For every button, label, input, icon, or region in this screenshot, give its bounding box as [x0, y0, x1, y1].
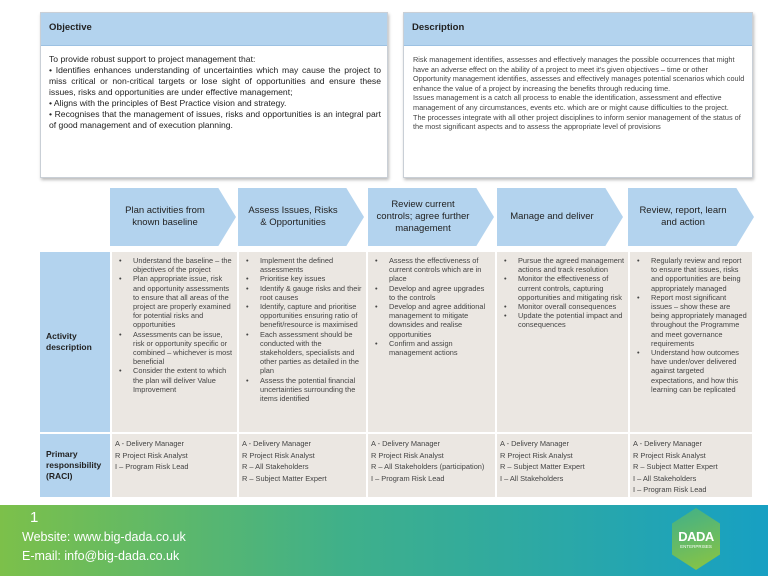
- footer: 1 Website: www.big-dada.co.uk E-mail: in…: [0, 505, 768, 576]
- activity-item: Assess the effectiveness of current cont…: [371, 256, 492, 284]
- website-link[interactable]: Website: www.big-dada.co.uk: [22, 530, 186, 544]
- activity-cell: Regularly review and report to ensure th…: [628, 252, 752, 432]
- stage-chevron: Manage and deliver: [497, 188, 623, 246]
- activity-item: Each assessment should be conducted with…: [242, 330, 363, 376]
- raci-item: R – All Stakeholders: [242, 462, 309, 471]
- raci-cell: A - Delivery Manager R Project Risk Analy…: [495, 434, 628, 497]
- raci-cell: A - Delivery Manager R Project Risk Analy…: [237, 434, 366, 497]
- objective-title: Objective: [41, 13, 387, 46]
- activity-item: Pursue the agreed management actions and…: [500, 256, 625, 274]
- objective-line: • Identifies enhances understanding of u…: [49, 65, 381, 97]
- raci-item: I – Program Risk Lead: [115, 462, 189, 471]
- raci-item: A - Delivery Manager: [115, 439, 185, 448]
- activity-item: Develop and agree upgrades to the contro…: [371, 284, 492, 302]
- activity-cell: Implement the defined assessmentsPriorit…: [237, 252, 366, 432]
- description-line: Opportunity management identifies, asses…: [413, 74, 745, 93]
- activity-item: Understand the baseline – the objectives…: [115, 256, 234, 274]
- description-body: Risk management identifies, assesses and…: [404, 46, 752, 132]
- stage-chevron: Plan activities from known baseline: [110, 188, 236, 246]
- activity-item: Identify, capture and prioritise opportu…: [242, 302, 363, 330]
- stage-chevron: Review current controls; agree further m…: [368, 188, 494, 246]
- activity-item: Assessments can be issue, risk or opport…: [115, 330, 234, 367]
- stage-chevron: Review, report, learn and action: [628, 188, 754, 246]
- raci-item: R Project Risk Analyst: [242, 450, 315, 460]
- raci-item: R – Subject Matter Expert: [633, 462, 718, 471]
- activity-cell: Assess the effectiveness of current cont…: [366, 252, 495, 432]
- raci-item: I – All Stakeholders: [633, 473, 697, 483]
- raci-item: I – Program Risk Lead: [371, 473, 445, 483]
- description-title: Description: [404, 13, 752, 46]
- activity-item: Update the potential impact and conseque…: [500, 311, 625, 329]
- stage-chevron: Assess Issues, Risks & Opportunities: [238, 188, 364, 246]
- raci-item: R Project Risk Analyst: [500, 450, 573, 460]
- objective-body: To provide robust support to project man…: [41, 46, 387, 131]
- objective-line: • Aligns with the principles of Best Pra…: [49, 98, 287, 108]
- dada-logo: DADA ENTERPRISES: [672, 508, 720, 570]
- raci-item: R Project Risk Analyst: [115, 450, 188, 460]
- raci-item: I – Program Risk Lead: [633, 485, 707, 494]
- description-panel: Description Risk management identifies, …: [403, 12, 753, 178]
- raci-item: A - Delivery Manager: [633, 439, 703, 448]
- activity-item: Implement the defined assessments: [242, 256, 363, 274]
- activity-item: Understand how outcomes have under/over …: [633, 348, 749, 394]
- description-line: The processes integrate with all other p…: [413, 112, 741, 132]
- activity-item: Monitor the effectiveness of current con…: [500, 274, 625, 302]
- raci-item: R – Subject Matter Expert: [500, 462, 585, 471]
- raci-item: R Project Risk Analyst: [371, 450, 444, 460]
- objective-line: • Recognises that the management of issu…: [49, 109, 381, 130]
- page-number: 1: [30, 509, 39, 526]
- raci-item: A - Delivery Manager: [242, 439, 312, 448]
- activity-row-label: Activity description: [40, 252, 110, 432]
- raci-cell: A - Delivery Manager R Project Risk Analy…: [628, 434, 752, 497]
- objective-line: To provide robust support to project man…: [49, 54, 256, 64]
- raci-item: I – All Stakeholders: [500, 473, 564, 483]
- activity-item: Consider the extent to which the plan wi…: [115, 366, 234, 394]
- description-line: Risk management identifies, assesses and…: [413, 55, 735, 74]
- raci-item: A - Delivery Manager: [500, 439, 570, 448]
- raci-item: R Project Risk Analyst: [633, 450, 706, 460]
- raci-cell: A - Delivery Manager R Project Risk Analy…: [366, 434, 495, 497]
- raci-row-label: Primary responsibility (RACI): [40, 434, 110, 497]
- activity-cell: Understand the baseline – the objectives…: [110, 252, 237, 432]
- activity-item: Identify & gauge risks and their root ca…: [242, 284, 363, 302]
- objective-panel: Objective To provide robust support to p…: [40, 12, 388, 178]
- activity-item: Develop and agree additional management …: [371, 302, 492, 339]
- activity-item: Report most significant issues – show th…: [633, 293, 749, 348]
- raci-item: R – All Stakeholders (participation): [371, 462, 485, 471]
- email-link[interactable]: E-mail: info@big-dada.co.uk: [22, 549, 180, 563]
- raci-item: R – Subject Matter Expert: [242, 473, 327, 483]
- activity-item: Confirm and assign management actions: [371, 339, 492, 357]
- activity-item: Prioritise key issues: [242, 274, 363, 283]
- activity-item: Assess the potential financial uncertain…: [242, 376, 363, 404]
- description-line: Issues management is a catch all process…: [413, 93, 729, 112]
- activity-item: Regularly review and report to ensure th…: [633, 256, 749, 293]
- raci-item: A - Delivery Manager: [371, 439, 441, 448]
- activity-cell: Pursue the agreed management actions and…: [495, 252, 628, 432]
- activity-item: Monitor overall consequences: [500, 302, 625, 311]
- raci-cell: A - Delivery Manager R Project Risk Analy…: [110, 434, 237, 497]
- activity-item: Plan appropriate issue, risk and opportu…: [115, 274, 234, 329]
